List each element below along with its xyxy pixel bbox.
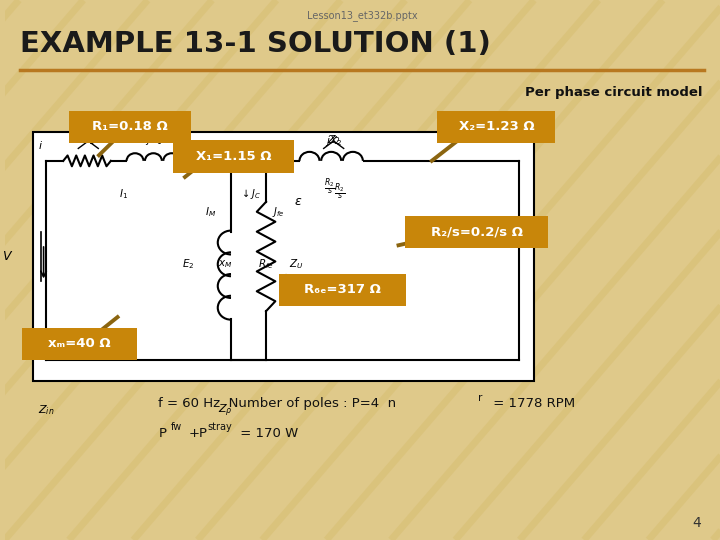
- FancyBboxPatch shape: [33, 132, 534, 381]
- Text: Per phase circuit model: Per phase circuit model: [525, 86, 702, 99]
- Text: = 1778 RPM: = 1778 RPM: [489, 397, 575, 410]
- Text: $Z_1$: $Z_1$: [81, 133, 95, 147]
- Text: $\varepsilon$: $\varepsilon$: [294, 195, 303, 208]
- FancyBboxPatch shape: [69, 111, 191, 143]
- FancyBboxPatch shape: [22, 328, 137, 360]
- FancyBboxPatch shape: [279, 274, 406, 306]
- Text: $E_2$: $E_2$: [182, 257, 194, 271]
- Text: $jX_2$: $jX_2$: [325, 134, 342, 149]
- Text: fw: fw: [171, 422, 183, 433]
- Text: $Z_U$: $Z_U$: [289, 257, 303, 271]
- Text: P: P: [158, 427, 166, 440]
- Text: $I_M$: $I_M$: [205, 205, 217, 219]
- Text: $J_{fe}$: $J_{fe}$: [272, 205, 285, 219]
- Text: +P: +P: [189, 427, 207, 440]
- Text: $x_M$: $x_M$: [218, 258, 233, 270]
- Text: $R_{fe}$: $R_{fe}$: [258, 257, 274, 271]
- FancyBboxPatch shape: [405, 216, 549, 248]
- FancyBboxPatch shape: [173, 140, 294, 173]
- Text: r: r: [478, 393, 482, 403]
- Text: $\downarrow J_C$: $\downarrow J_C$: [240, 187, 262, 201]
- Text: R₁=0.18 Ω: R₁=0.18 Ω: [92, 120, 168, 133]
- Text: $\frac{R_2}{s}$: $\frac{R_2}{s}$: [324, 176, 335, 198]
- Text: $Z_{in}$: $Z_{in}$: [38, 403, 55, 417]
- Text: X₂=1.23 Ω: X₂=1.23 Ω: [459, 120, 534, 133]
- Text: f = 60 Hz  Number of poles : P=4  n: f = 60 Hz Number of poles : P=4 n: [158, 397, 397, 410]
- Text: $Z_\rho$: $Z_\rho$: [218, 402, 233, 418]
- Text: xₘ=40 Ω: xₘ=40 Ω: [48, 338, 111, 350]
- Text: $jX_1$: $jX_1$: [145, 133, 162, 147]
- Text: Lesson13_et332b.pptx: Lesson13_et332b.pptx: [307, 10, 418, 21]
- Text: $i$: $i$: [38, 139, 43, 151]
- Text: $\frac{R_2}{s}$: $\frac{R_2}{s}$: [333, 181, 345, 202]
- Text: $V$: $V$: [2, 250, 13, 263]
- Text: EXAMPLE 13-1 SOLUTION (1): EXAMPLE 13-1 SOLUTION (1): [20, 30, 491, 58]
- Text: 4: 4: [692, 516, 701, 530]
- Text: R₂/s=0.2/s Ω: R₂/s=0.2/s Ω: [431, 226, 523, 239]
- Text: = 170 W: = 170 W: [235, 427, 298, 440]
- Text: stray: stray: [207, 422, 232, 433]
- Text: R₆ₑ=317 Ω: R₆ₑ=317 Ω: [304, 284, 381, 296]
- Text: $I_1$: $I_1$: [119, 187, 128, 201]
- FancyBboxPatch shape: [438, 111, 555, 143]
- Text: $Z_2$: $Z_2$: [327, 133, 341, 147]
- Text: X₁=1.15 Ω: X₁=1.15 Ω: [196, 150, 271, 163]
